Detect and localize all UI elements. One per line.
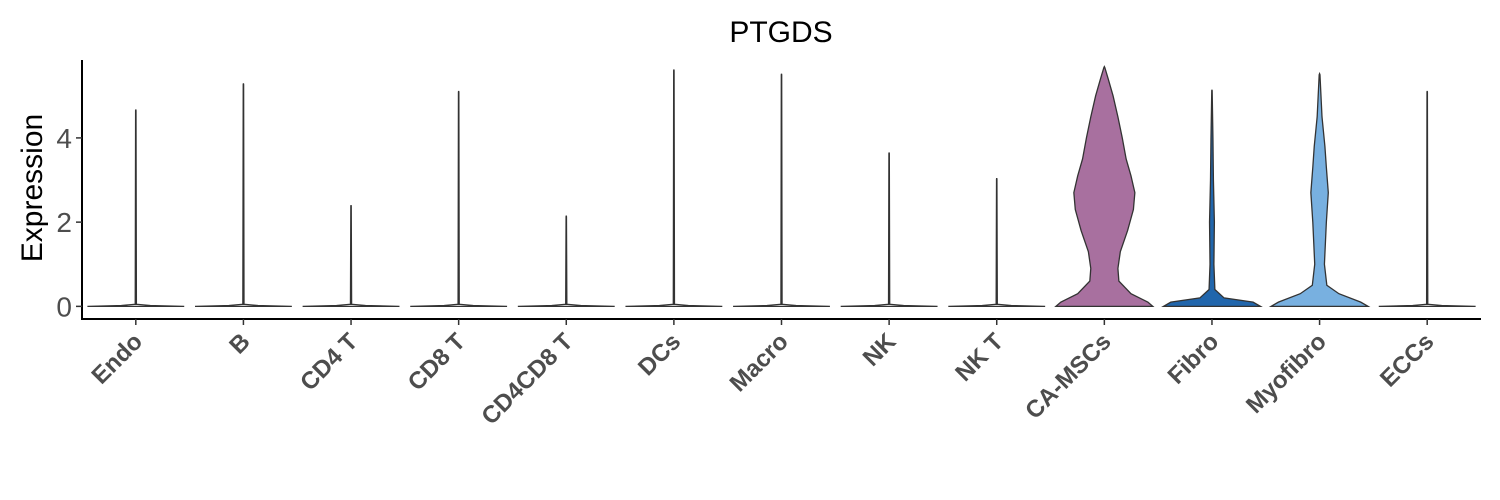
x-tick-label: CD4CD8 T <box>476 328 578 430</box>
violin-fibro <box>1161 89 1263 308</box>
x-tick-label: CA-MSCs <box>1020 328 1116 424</box>
violin-eccs <box>1378 90 1476 308</box>
x-tick-label: CD8 T <box>403 328 471 396</box>
chart-title: PTGDS <box>729 16 832 49</box>
violin-cd8-t <box>410 90 508 308</box>
violin-macro <box>733 73 830 308</box>
x-tick-label: B <box>224 328 255 359</box>
violin-myofibro <box>1268 71 1371 308</box>
violin-b <box>194 83 292 308</box>
x-ticks-group: Endo B CD4 T CD8 T CD4CD8 T DCs Macro NK NK T CA-… <box>87 319 1439 430</box>
violin-cd4-t <box>302 205 400 308</box>
y-tick-label: 2 <box>56 207 72 238</box>
x-tick-label: Myofibro <box>1241 328 1332 419</box>
violin-nk <box>840 152 938 308</box>
x-tick-label: Endo <box>87 328 149 390</box>
x-tick-label: DCs <box>633 328 686 381</box>
violins-group <box>87 65 1476 308</box>
y-ticks-group: 0 2 4 <box>56 123 82 322</box>
x-tick-label: Macro <box>725 328 794 397</box>
violin-endo <box>87 109 185 308</box>
x-tick-label: Fibro <box>1163 328 1225 390</box>
y-tick-label: 0 <box>56 291 72 322</box>
y-axis-label: Expression <box>16 114 49 262</box>
x-tick-label: NK <box>858 328 902 372</box>
violin-nk-t <box>948 178 1046 308</box>
violin-dcs <box>625 69 723 308</box>
x-tick-label: CD4 T <box>295 328 363 396</box>
x-tick-label: NK T <box>950 328 1009 387</box>
violin-cd4cd8-t <box>517 215 615 308</box>
violin-ca-mscs <box>1054 65 1155 308</box>
y-tick-label: 4 <box>56 123 72 154</box>
x-tick-label: ECCs <box>1375 328 1439 392</box>
